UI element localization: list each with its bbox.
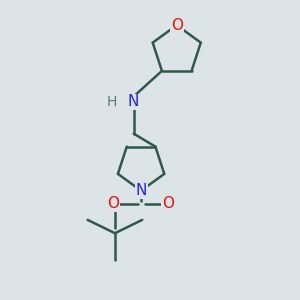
Text: N: N — [128, 94, 139, 110]
Text: O: O — [107, 196, 119, 211]
Text: H: H — [107, 95, 117, 109]
Text: O: O — [162, 196, 174, 211]
Text: O: O — [171, 18, 183, 33]
Text: N: N — [135, 183, 147, 198]
